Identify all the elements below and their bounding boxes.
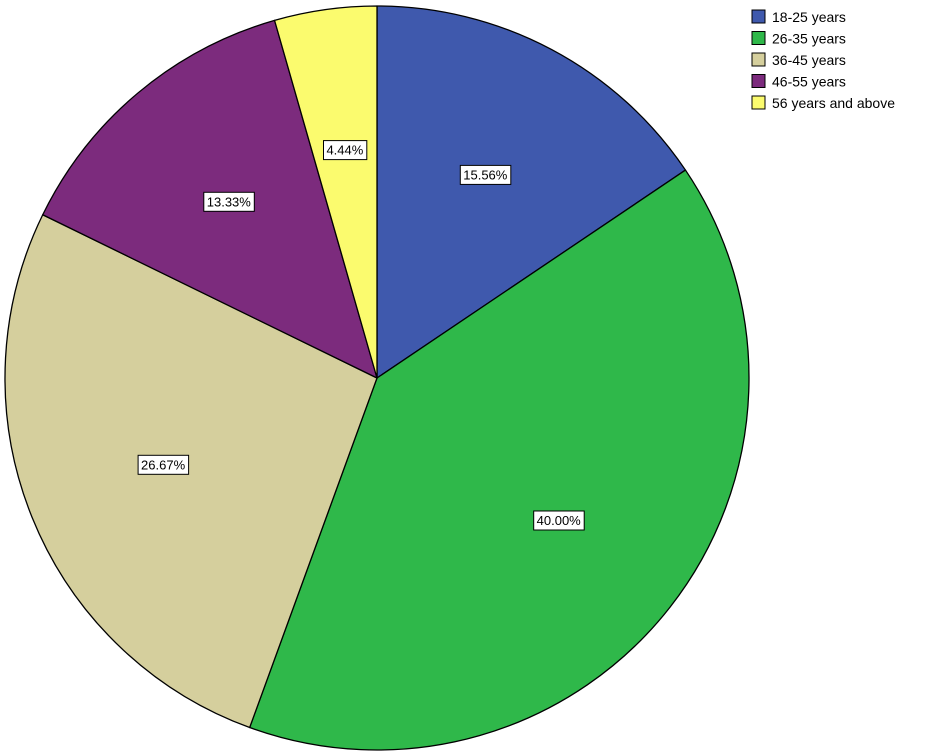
legend-swatch xyxy=(751,74,766,88)
legend-item-36-45-years: 36-45 years xyxy=(751,52,846,68)
data-label-box xyxy=(533,510,585,531)
data-label-text: 4.44% xyxy=(326,143,363,158)
legend-swatch xyxy=(751,95,766,110)
legend-swatch xyxy=(751,52,766,67)
pie-slice-18-25-years xyxy=(376,5,687,379)
legend-item-56-years-and-above: 56 years and above xyxy=(751,95,895,111)
data-label-text: 13.33% xyxy=(207,194,252,209)
data-label-text: 26.67% xyxy=(141,457,186,472)
legend-swatch xyxy=(751,31,766,45)
legend-item-46-55-years: 46-55 years xyxy=(751,74,846,90)
legend-label: 56 years and above xyxy=(772,95,895,111)
legend-label: 26-35 years xyxy=(772,31,846,47)
legend-label: 46-55 years xyxy=(772,74,846,90)
pie-slice-56-years-and-above xyxy=(273,5,378,379)
legend-label: 36-45 years xyxy=(772,52,846,68)
data-label-box xyxy=(459,164,512,185)
data-label-text: 15.56% xyxy=(463,167,508,182)
data-label-box xyxy=(323,140,368,161)
legend-item-26-35-years: 26-35 years xyxy=(751,31,846,47)
data-label-56-years-and-above: 4.44% xyxy=(323,140,368,161)
legend: 18-25 years 26-35 years 36-45 years 46-55 y… xyxy=(751,9,895,111)
legend-swatch xyxy=(751,9,766,24)
data-label-18-25-years: 15.56% xyxy=(459,164,512,185)
data-label-36-45-years: 26.67% xyxy=(137,454,190,475)
pie-slice-26-35-years xyxy=(249,169,750,751)
pie-slices xyxy=(4,5,750,751)
data-label-box xyxy=(203,191,255,212)
data-label-box xyxy=(137,454,190,475)
legend-item-18-25-years: 18-25 years xyxy=(751,9,846,25)
pie-slice-36-45-years xyxy=(4,214,378,729)
pie-data-labels: 15.56% 40.00% 26.67% 13.33% 4.44% xyxy=(137,140,585,531)
data-label-46-55-years: 13.33% xyxy=(203,191,255,212)
legend-label: 18-25 years xyxy=(772,9,846,25)
data-label-text: 40.00% xyxy=(537,513,582,528)
data-label-26-35-years: 40.00% xyxy=(533,510,585,531)
